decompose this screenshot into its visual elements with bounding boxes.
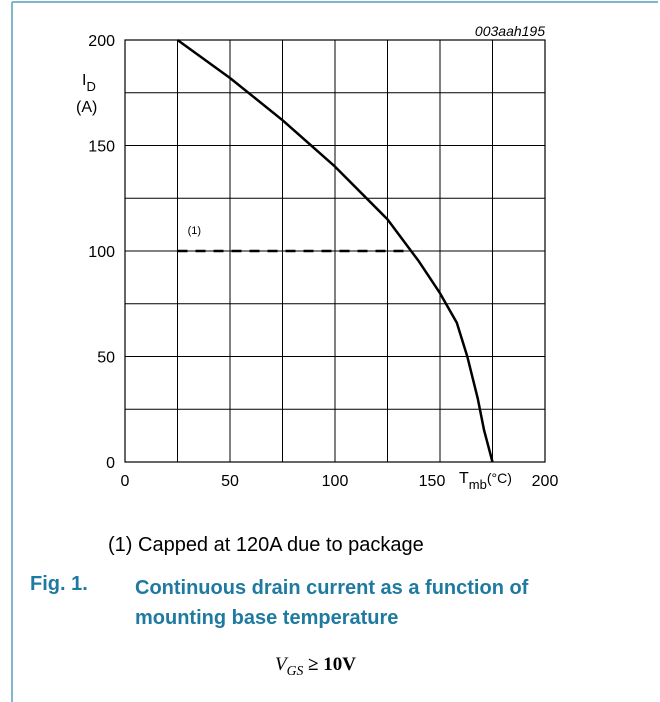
x-tick-label: 100 (322, 473, 349, 490)
footnote: (1) Capped at 120A due to package (108, 534, 424, 556)
figure-id: 003aah195 (475, 23, 545, 39)
condition-variable: V (275, 654, 287, 675)
figure-label: Fig. 1. (30, 573, 88, 595)
condition-subscript: GS (286, 662, 304, 678)
y-tick-label: 0 (106, 455, 115, 472)
y-tick-label: 150 (88, 139, 115, 156)
figure-title: Continuous drain current as a function o… (135, 577, 529, 629)
annotation-label: (1) (188, 225, 201, 237)
x-tick-label: 150 (419, 473, 446, 490)
y-tick-label: 50 (97, 350, 115, 367)
grid (124, 39, 546, 463)
labels: 0 50 100 150 200 0 50 100 150 200 ID (A) Tmb(°C) (1) (76, 33, 558, 492)
x-axis-label: Tmb(°C) (459, 470, 512, 492)
x-tick-label: 50 (221, 473, 239, 490)
axes (124, 39, 546, 463)
x-tick-label: 200 (532, 473, 559, 490)
condition-formula: VGS ≥ 10V (275, 654, 356, 678)
series (176, 38, 494, 463)
y-tick-label: 200 (88, 33, 115, 50)
series-line-drain-current (176, 38, 494, 463)
x-tick-label: 0 (121, 473, 130, 490)
condition-value: 10V (323, 654, 356, 675)
plot-area-border (124, 39, 546, 463)
y-tick-label: 100 (88, 244, 115, 261)
y-axis-unit: (A) (76, 99, 97, 116)
y-axis-label: ID (82, 72, 96, 94)
condition-relation: ≥ (308, 654, 319, 675)
